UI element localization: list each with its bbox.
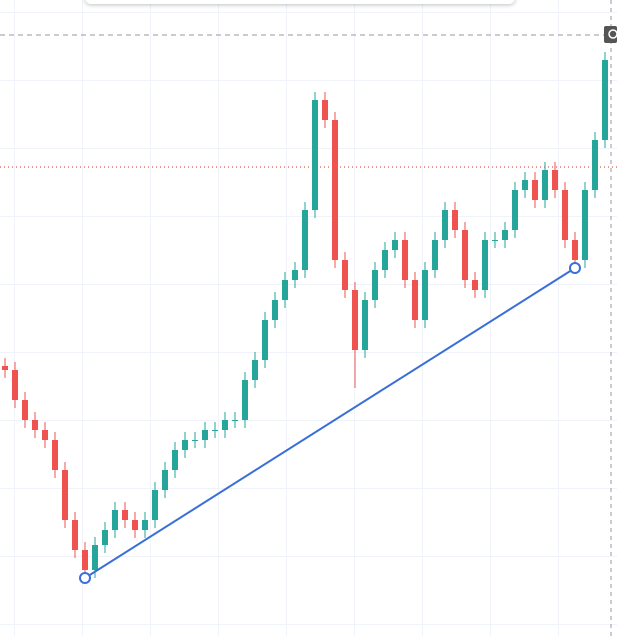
badge-icon bbox=[608, 29, 617, 39]
candle-body bbox=[362, 300, 368, 350]
candle-body bbox=[502, 230, 508, 240]
candle-body bbox=[552, 170, 558, 190]
candle-body bbox=[592, 140, 598, 190]
candle-body bbox=[162, 470, 168, 490]
candle-body bbox=[562, 190, 568, 240]
candle-body bbox=[152, 490, 158, 520]
candle-body bbox=[582, 190, 588, 260]
candle-body bbox=[332, 120, 338, 260]
candle-body bbox=[32, 420, 38, 430]
candle-body bbox=[122, 510, 128, 520]
candle-body bbox=[132, 520, 138, 530]
candle-body bbox=[52, 440, 58, 470]
candle-body bbox=[382, 250, 388, 270]
candle-body bbox=[232, 420, 238, 421]
candle-body bbox=[532, 180, 538, 200]
candle-body bbox=[42, 430, 48, 440]
candle-body bbox=[282, 280, 288, 300]
candle-body bbox=[312, 100, 318, 210]
candle-body bbox=[412, 280, 418, 320]
candle-body bbox=[472, 280, 478, 290]
price-badge[interactable] bbox=[604, 26, 617, 43]
candle-body bbox=[462, 230, 468, 280]
candle-body bbox=[352, 290, 358, 350]
candle-body bbox=[572, 240, 578, 260]
candle-body bbox=[222, 420, 228, 430]
candle-body bbox=[192, 440, 198, 441]
candle-body bbox=[12, 370, 18, 400]
candle-body bbox=[492, 240, 498, 241]
trendline bbox=[84, 267, 576, 579]
candle-body bbox=[292, 270, 298, 280]
candle-body bbox=[72, 520, 78, 550]
candle-body bbox=[542, 170, 548, 200]
candle-body bbox=[2, 366, 8, 370]
candle-body bbox=[442, 210, 448, 240]
candle-body bbox=[182, 440, 188, 450]
candle-body bbox=[22, 400, 28, 420]
candle-body bbox=[142, 520, 148, 530]
candle-body bbox=[392, 240, 398, 250]
candle-body bbox=[432, 240, 438, 270]
candle-body bbox=[322, 100, 328, 120]
candle-body bbox=[92, 545, 98, 570]
candle-body bbox=[522, 180, 528, 190]
candle-body bbox=[302, 210, 308, 270]
candle-body bbox=[112, 510, 118, 530]
candle-body bbox=[242, 380, 248, 420]
candle-body bbox=[212, 430, 218, 431]
candle-body bbox=[482, 240, 488, 290]
candle-body bbox=[422, 270, 428, 320]
candle-body bbox=[82, 550, 88, 570]
candle-body bbox=[252, 360, 258, 380]
candle-body bbox=[262, 320, 268, 360]
candle-body bbox=[202, 430, 208, 440]
candle-body bbox=[402, 240, 408, 280]
toolbar[interactable] bbox=[85, 0, 515, 4]
candle-body bbox=[342, 260, 348, 290]
trendline-handle[interactable] bbox=[569, 262, 581, 274]
candle-body bbox=[512, 190, 518, 230]
trendline-handle[interactable] bbox=[79, 572, 91, 584]
candle-body bbox=[102, 530, 108, 545]
candle-body bbox=[172, 450, 178, 470]
candle-body bbox=[62, 470, 68, 520]
candle-body bbox=[372, 270, 378, 300]
candle-body bbox=[602, 60, 608, 140]
candle-body bbox=[452, 210, 458, 230]
candle-body bbox=[272, 300, 278, 320]
